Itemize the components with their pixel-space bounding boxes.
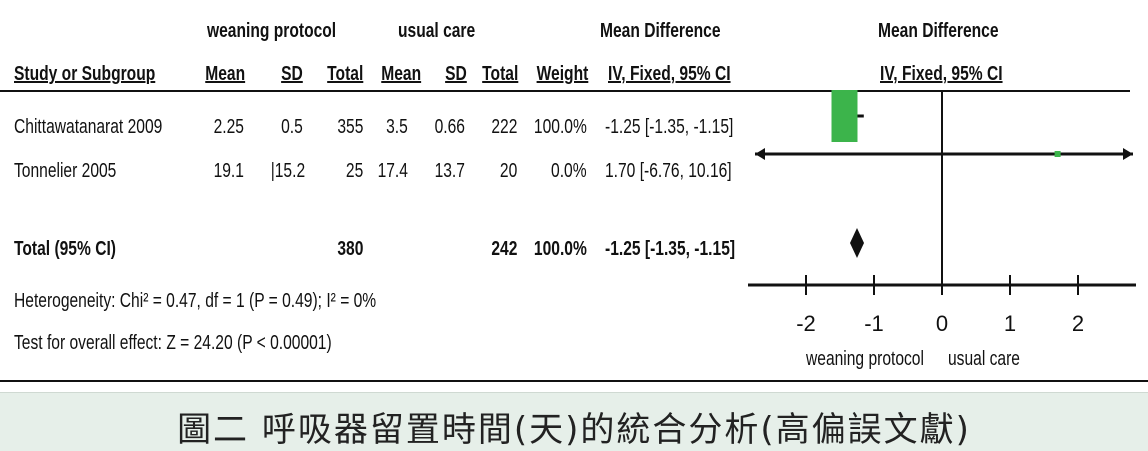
- cell-mean-exp: 2.25: [213, 116, 244, 138]
- cell-sd-exp: 0.5: [281, 116, 303, 138]
- cell-total-ctl: 20: [499, 160, 517, 182]
- col-header-study: Study or Subgroup: [14, 63, 156, 85]
- x-tick-label: -2: [796, 311, 816, 336]
- total-label: Total (95% CI): [14, 238, 116, 260]
- cell-md-ci: 1.70 [-6.76, 10.16]: [605, 160, 732, 182]
- x-tick-label: 1: [1004, 311, 1016, 336]
- study-weight-box: [831, 90, 858, 142]
- group-header-weaning-protocol: weaning protocol: [207, 20, 337, 42]
- heterogeneity-note: Heterogeneity: Chi² = 0.47, df = 1 (P = …: [14, 290, 377, 312]
- cell-sd-exp: |15.2: [270, 160, 305, 182]
- overall-effect-note: Test for overall effect: Z = 24.20 (P < …: [14, 332, 332, 354]
- forest-plot: -2 -1 0 1 2: [748, 90, 1136, 336]
- pooled-diamond: [850, 228, 864, 258]
- ci-arrow-left: [755, 148, 765, 160]
- total-exp: 380: [336, 238, 363, 260]
- figure-caption: 圖二 呼吸器留置時間(天)的統合分析(高偏誤文獻): [177, 410, 971, 450]
- col-header-mean-ctl: Mean: [381, 63, 421, 85]
- cell-weight: 100.0%: [534, 116, 587, 138]
- x-tick-label: 2: [1072, 311, 1084, 336]
- cell-sd-ctl: 13.7: [434, 160, 465, 182]
- total-weight: 100.0%: [534, 238, 587, 260]
- cell-mean-ctl: 3.5: [386, 116, 408, 138]
- favours-right-label: usual care: [948, 348, 1020, 370]
- caption-band: [0, 392, 1148, 451]
- total-md-ci: -1.25 [-1.35, -1.15]: [605, 238, 736, 260]
- col-header-weight: Weight: [536, 63, 588, 85]
- favours-left-label: weaning protocol: [806, 348, 924, 370]
- figure-panel: [0, 0, 1148, 392]
- col-header-sd-ctl: SD: [445, 63, 467, 85]
- col-header-total-exp: Total: [326, 63, 363, 85]
- cell-sd-ctl: 0.66: [434, 116, 465, 138]
- cell-mean-ctl: 17.4: [377, 160, 408, 182]
- header-rule: [0, 90, 1130, 92]
- cell-weight: 0.0%: [551, 160, 587, 182]
- col-header-total-ctl: Total: [481, 63, 518, 85]
- study-name: Chittawatanarat 2009: [14, 116, 163, 138]
- cell-md-ci: -1.25 [-1.35, -1.15]: [605, 116, 734, 138]
- total-ctl: 242: [490, 238, 517, 260]
- study-weight-box: [1054, 151, 1061, 157]
- x-tick-label: -1: [864, 311, 884, 336]
- cell-total-ctl: 222: [490, 116, 517, 138]
- cell-total-exp: 355: [336, 116, 363, 138]
- cell-total-exp: 25: [345, 160, 363, 182]
- cell-mean-exp: 19.1: [213, 160, 244, 182]
- x-tick-label: 0: [936, 311, 948, 336]
- col-header-mean-exp: Mean: [205, 63, 245, 85]
- effect-header-mean-difference: Mean Difference: [600, 20, 721, 42]
- col-header-md-ci: IV, Fixed, 95% CI: [608, 63, 731, 85]
- footer-rule: [0, 380, 1148, 382]
- study-name: Tonnelier 2005: [14, 160, 117, 182]
- group-header-usual-care: usual care: [398, 20, 476, 42]
- col-header-sd-exp: SD: [281, 63, 303, 85]
- ci-arrow-right: [1123, 148, 1133, 160]
- plot-header-md-ci: IV, Fixed, 95% CI: [880, 63, 1003, 85]
- plot-header-mean-difference: Mean Difference: [878, 20, 999, 42]
